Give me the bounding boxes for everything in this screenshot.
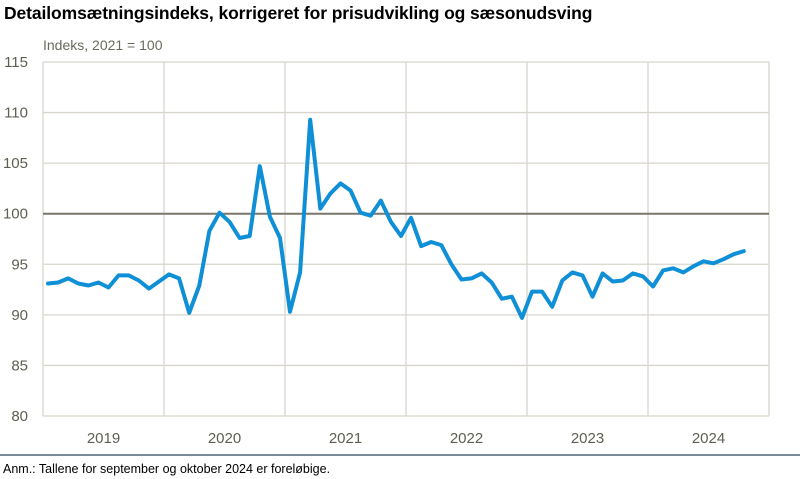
x-tick-label: 2023 <box>571 430 604 447</box>
y-tick-label: 90 <box>11 307 28 324</box>
x-tick-label: 2022 <box>450 430 483 447</box>
y-tick-label: 80 <box>11 408 28 425</box>
x-tick-label: 2020 <box>208 430 241 447</box>
line-chart: 80 85 90 95 100 105 110 115 2019 2020 2021 2022 202… <box>3 54 770 447</box>
y-tick-label: 95 <box>11 256 28 273</box>
chart-title: Detailomsætningsindeks, korrigeret for p… <box>4 3 593 23</box>
y-tick-label: 110 <box>4 105 28 122</box>
gridlines <box>42 61 770 417</box>
y-tick-label: 100 <box>3 206 28 223</box>
x-axis-ticks: 2019 2020 2021 2022 2023 2024 <box>87 430 725 447</box>
footer-divider <box>0 454 800 456</box>
x-tick-label: 2021 <box>329 430 362 447</box>
series-line <box>46 117 746 320</box>
footnote: Anm.: Tallene for september og oktober 2… <box>3 462 331 476</box>
y-tick-label: 115 <box>4 54 28 71</box>
x-tick-label: 2024 <box>692 430 725 447</box>
y-tick-label: 105 <box>3 155 28 172</box>
x-tick-label: 2019 <box>87 430 120 447</box>
y-axis-label: Indeks, 2021 = 100 <box>43 37 163 53</box>
y-tick-label: 85 <box>11 357 28 374</box>
y-axis-ticks: 80 85 90 95 100 105 110 115 <box>3 54 28 425</box>
